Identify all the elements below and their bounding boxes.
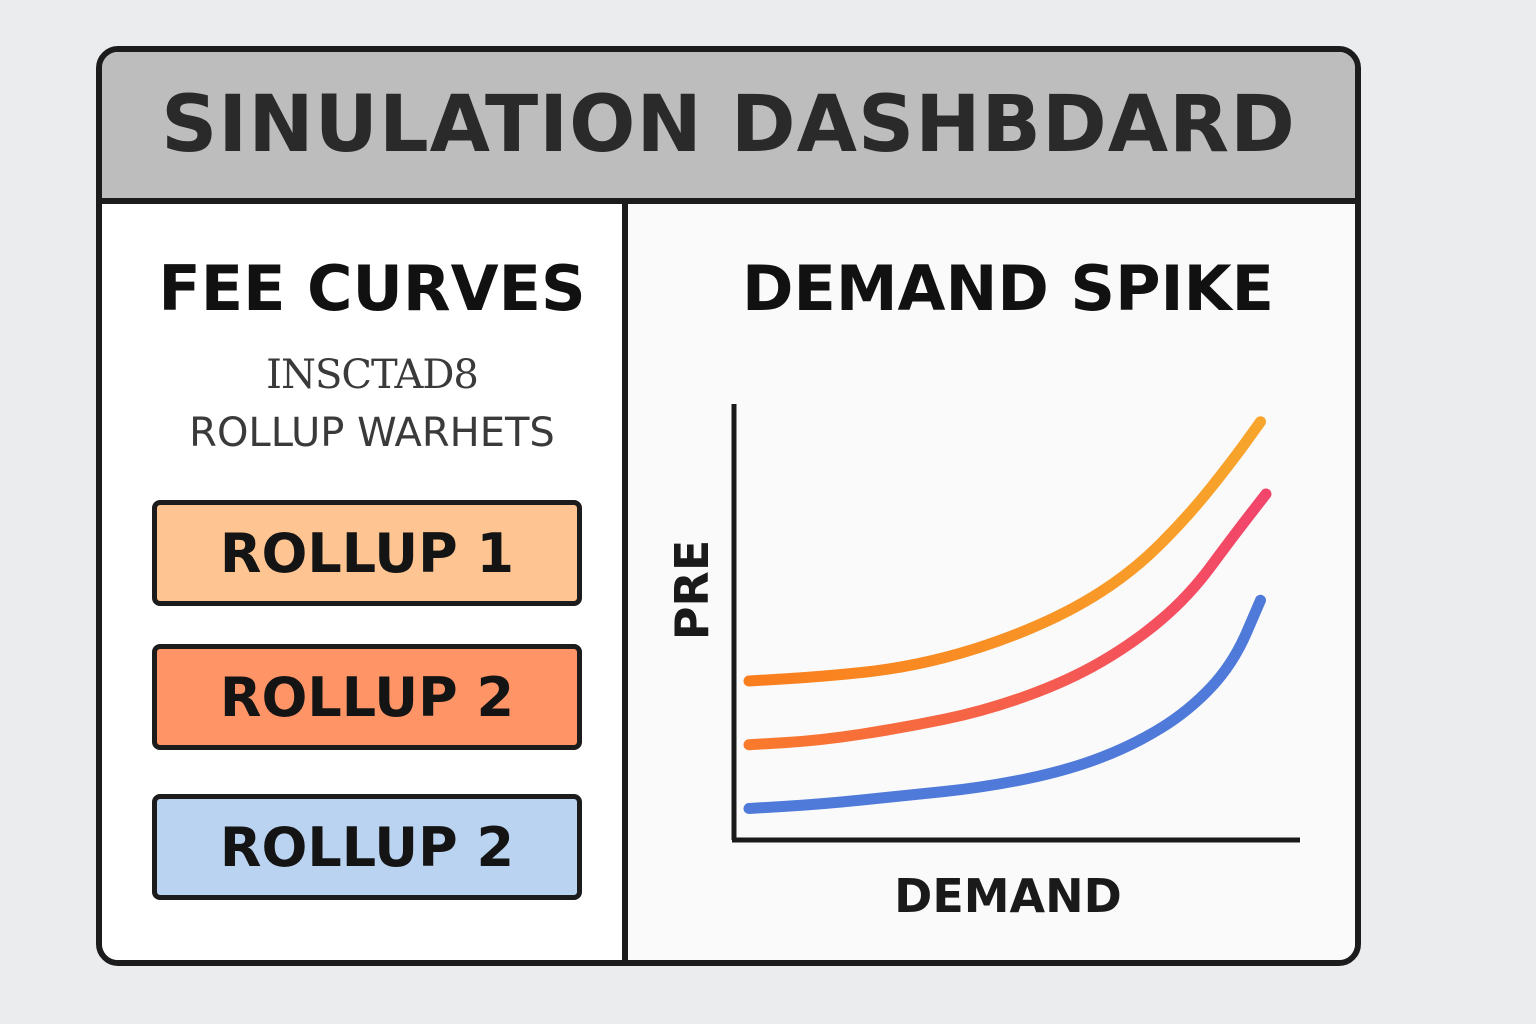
rollup-2-secondary-button[interactable]: ROLLUP 2	[152, 794, 582, 900]
demand-spike-panel: DEMAND SPIKE PRE DEMAND	[628, 204, 1355, 960]
series-line-1	[743, 416, 1266, 687]
fee-curves-title: FEE CURVES	[158, 252, 586, 325]
dashboard-title: SINULATION DASHBDARD	[161, 80, 1296, 170]
fee-curves-panel: FEE CURVES INSCTAD8 ROLLUP WARHETS ROLLU…	[102, 204, 628, 960]
title-bar: SINULATION DASHBDARD	[102, 52, 1355, 204]
x-axis-label: DEMAND	[894, 869, 1122, 923]
dashboard-window: SINULATION DASHBDARD FEE CURVES INSCTAD8…	[96, 46, 1361, 966]
panel-subtitle-line1: INSCTAD8	[266, 352, 479, 398]
rollup-2-button[interactable]: ROLLUP 2	[152, 644, 582, 750]
series-line-3	[743, 594, 1266, 814]
y-axis-label: PRE	[665, 540, 719, 641]
demand-spike-title: DEMAND SPIKE	[742, 252, 1274, 325]
panel-subtitle-line2: ROLLUP WARHETS	[189, 410, 555, 456]
demand-spike-chart: PRE DEMAND	[665, 404, 1300, 923]
rollup-1-button[interactable]: ROLLUP 1	[152, 500, 582, 606]
series-line-2	[743, 488, 1272, 751]
